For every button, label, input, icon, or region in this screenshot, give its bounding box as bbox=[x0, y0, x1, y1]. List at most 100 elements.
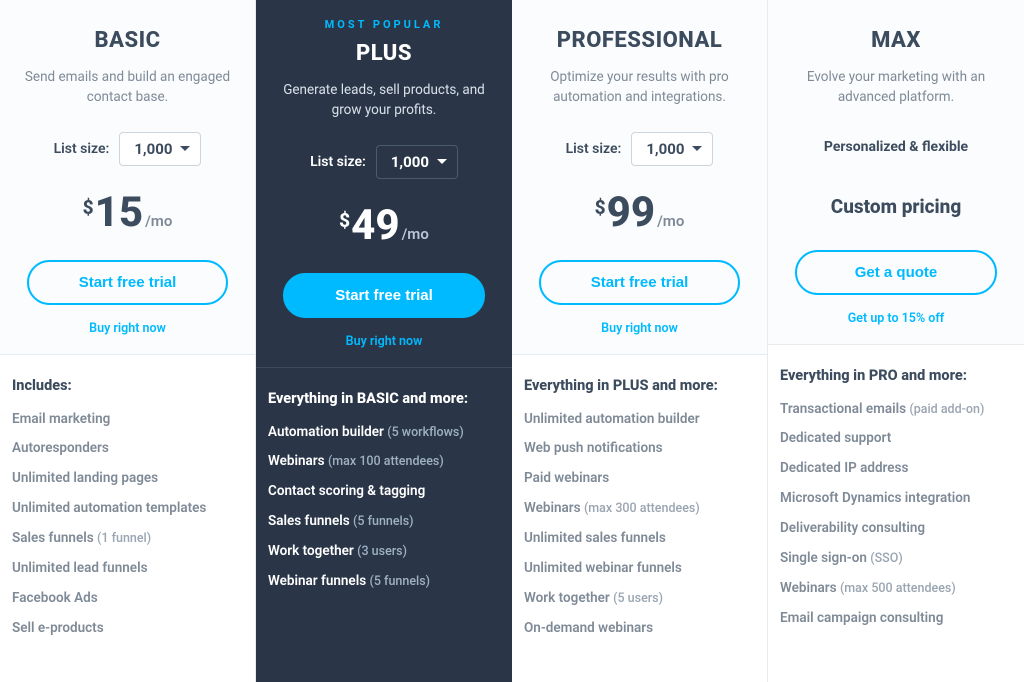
feature-text: Unlimited landing pages bbox=[12, 470, 158, 486]
feature-item: Dedicated IP address bbox=[780, 459, 1012, 478]
list-size-label: List size: bbox=[566, 141, 622, 157]
currency-symbol: $ bbox=[83, 196, 94, 219]
feature-text: Email marketing bbox=[12, 411, 110, 427]
feature-item: Microsoft Dynamics integration bbox=[780, 489, 1012, 508]
feature-text: Unlimited webinar funnels bbox=[524, 560, 682, 576]
plan-plus: MOST POPULAR PLUS Generate leads, sell p… bbox=[256, 0, 512, 682]
features-heading: Everything in PRO and more: bbox=[780, 367, 1012, 384]
list-size-row: List size: 1,000 bbox=[274, 145, 494, 179]
feature-note: (5 funnels) bbox=[353, 514, 414, 529]
plan-desc: Send emails and build an engaged contact… bbox=[18, 67, 237, 108]
feature-item: Email campaign consulting bbox=[780, 609, 1012, 628]
feature-item: Unlimited landing pages bbox=[12, 469, 243, 488]
currency-symbol: $ bbox=[339, 209, 350, 232]
feature-item: Webinar funnels (5 funnels) bbox=[268, 572, 500, 591]
feature-item: Automation builder (5 workflows) bbox=[268, 423, 500, 442]
list-size-value: 1,000 bbox=[646, 140, 684, 158]
feature-text: Paid webinars bbox=[524, 470, 609, 486]
plan-plus-top: PLUS Generate leads, sell products, and … bbox=[256, 41, 512, 368]
feature-text: Autoresponders bbox=[12, 440, 109, 456]
start-trial-button[interactable]: Start free trial bbox=[539, 260, 740, 305]
price-amount: 99 bbox=[607, 192, 655, 234]
price-period: /mo bbox=[145, 212, 172, 230]
plan-professional-top: PROFESSIONAL Optimize your results with … bbox=[512, 0, 767, 355]
features-heading: Includes: bbox=[12, 377, 243, 394]
plan-desc: Evolve your marketing with an advanced p… bbox=[786, 67, 1006, 108]
plan-features: Everything in PRO and more: Transactiona… bbox=[768, 345, 1024, 657]
feature-item: Autoresponders bbox=[12, 439, 243, 458]
plan-title: MAX bbox=[786, 28, 1006, 53]
feature-list: Email marketing Autoresponders Unlimited l… bbox=[12, 410, 243, 638]
feature-text: Facebook Ads bbox=[12, 590, 98, 606]
plan-features: Includes: Email marketing Autoresponders U… bbox=[0, 355, 255, 667]
feature-text: Dedicated support bbox=[780, 430, 891, 446]
personalized-label: Personalized & flexible bbox=[786, 132, 1006, 155]
feature-note: (max 100 attendees) bbox=[328, 454, 444, 469]
feature-item: Contact scoring & tagging bbox=[268, 482, 500, 501]
list-size-select[interactable]: 1,000 bbox=[631, 132, 713, 166]
feature-item: Sell e-products bbox=[12, 619, 243, 638]
currency-symbol: $ bbox=[595, 196, 606, 219]
plan-max: MAX Evolve your marketing with an advanc… bbox=[768, 0, 1024, 682]
feature-note: (5 workflows) bbox=[387, 425, 463, 440]
price: $ 99 /mo bbox=[530, 192, 749, 234]
features-heading: Everything in PLUS and more: bbox=[524, 377, 755, 394]
feature-item: Work together (3 users) bbox=[268, 542, 500, 561]
chevron-down-icon bbox=[437, 159, 447, 164]
list-size-row: List size: 1,000 bbox=[530, 132, 749, 166]
list-size-select[interactable]: 1,000 bbox=[119, 132, 201, 166]
price-amount: 49 bbox=[351, 205, 399, 247]
feature-item: Webinars (max 300 attendees) bbox=[524, 499, 755, 518]
feature-item: Unlimited lead funnels bbox=[12, 559, 243, 578]
feature-item: Unlimited webinar funnels bbox=[524, 559, 755, 578]
feature-list: Automation builder (5 workflows)Webinars… bbox=[268, 423, 500, 591]
feature-text: Dedicated IP address bbox=[780, 460, 908, 476]
price-period: /mo bbox=[657, 212, 684, 230]
discount-link[interactable]: Get up to 15% off bbox=[848, 311, 944, 326]
buy-now-link[interactable]: Buy right now bbox=[601, 321, 678, 336]
feature-note: (5 users) bbox=[613, 591, 663, 606]
feature-item: Transactional emails (paid add-on) bbox=[780, 400, 1012, 419]
buy-now-link[interactable]: Buy right now bbox=[89, 321, 166, 336]
plan-title: BASIC bbox=[18, 28, 237, 53]
feature-text: Email campaign consulting bbox=[780, 610, 943, 626]
feature-item: Paid webinars bbox=[524, 469, 755, 488]
feature-text: Webinars bbox=[524, 500, 581, 516]
list-size-select[interactable]: 1,000 bbox=[376, 145, 458, 179]
price: $ 15 /mo bbox=[18, 192, 237, 234]
start-trial-button[interactable]: Start free trial bbox=[27, 260, 228, 305]
plan-desc: Generate leads, sell products, and grow … bbox=[274, 80, 494, 121]
most-popular-badge: MOST POPULAR bbox=[256, 0, 512, 41]
feature-item: Sales funnels (5 funnels) bbox=[268, 512, 500, 531]
feature-item: Email marketing bbox=[12, 410, 243, 429]
start-trial-button[interactable]: Start free trial bbox=[283, 273, 485, 318]
feature-item: Webinars (max 500 attendees) bbox=[780, 579, 1012, 598]
feature-note: (1 funnel) bbox=[97, 531, 151, 546]
buy-now-link[interactable]: Buy right now bbox=[346, 334, 423, 349]
list-size-value: 1,000 bbox=[134, 140, 172, 158]
list-size-value: 1,000 bbox=[391, 153, 429, 171]
plan-desc: Optimize your results with pro automatio… bbox=[530, 67, 749, 108]
feature-text: Webinar funnels bbox=[268, 573, 366, 589]
get-quote-button[interactable]: Get a quote bbox=[795, 250, 997, 295]
feature-text: Unlimited lead funnels bbox=[12, 560, 148, 576]
list-size-label: List size: bbox=[310, 154, 366, 170]
feature-text: Sell e-products bbox=[12, 620, 104, 636]
plan-title: PROFESSIONAL bbox=[530, 28, 749, 53]
feature-text: Unlimited sales funnels bbox=[524, 530, 666, 546]
feature-text: Sales funnels bbox=[268, 513, 350, 529]
feature-text: Deliverability consulting bbox=[780, 520, 925, 536]
feature-text: Microsoft Dynamics integration bbox=[780, 490, 970, 506]
feature-note: (paid add-on) bbox=[909, 402, 984, 417]
feature-item: Web push notifications bbox=[524, 439, 755, 458]
feature-text: Unlimited automation builder bbox=[524, 411, 700, 427]
features-heading: Everything in BASIC and more: bbox=[268, 390, 500, 407]
feature-note: (5 funnels) bbox=[370, 574, 431, 589]
price: $ 49 /mo bbox=[274, 205, 494, 247]
chevron-down-icon bbox=[180, 146, 190, 151]
feature-list: Transactional emails (paid add-on) Dedica… bbox=[780, 400, 1012, 628]
feature-item: Work together (5 users) bbox=[524, 589, 755, 608]
plan-professional: PROFESSIONAL Optimize your results with … bbox=[512, 0, 768, 682]
feature-text: Web push notifications bbox=[524, 440, 663, 456]
feature-text: Webinars bbox=[780, 580, 837, 596]
